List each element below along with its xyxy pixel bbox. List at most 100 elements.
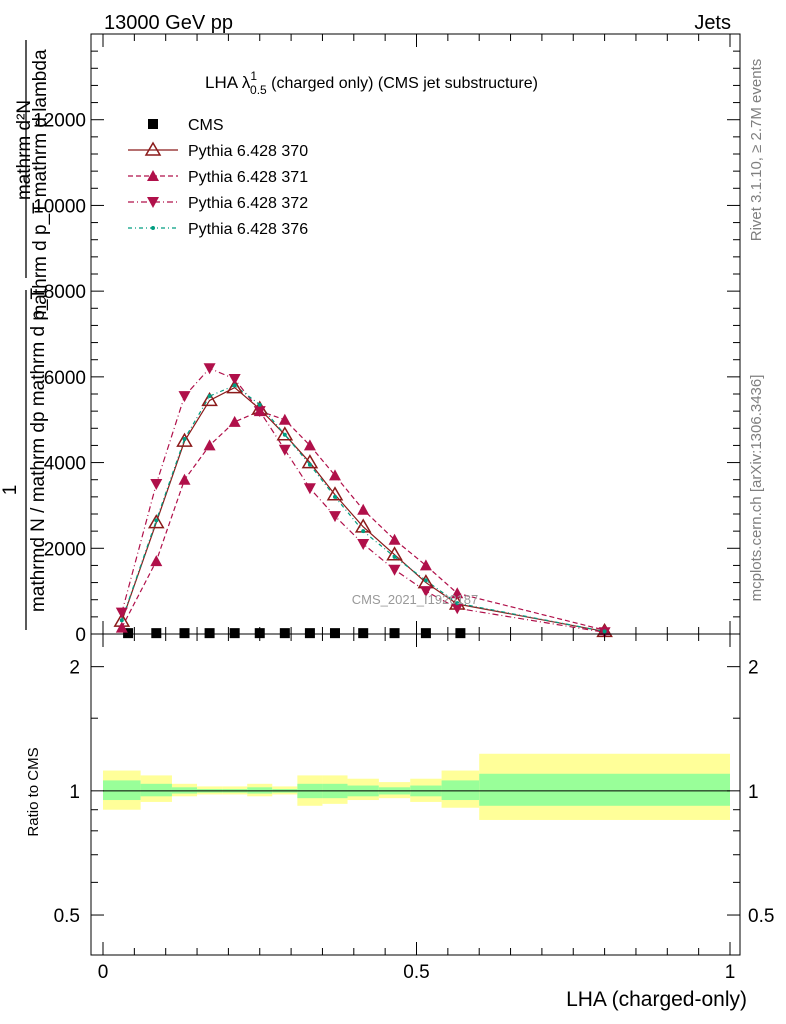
ratio-y-tick-label-right: 2 xyxy=(748,658,759,679)
x-tick-label: 1 xyxy=(725,962,736,983)
point-p376 xyxy=(361,529,366,534)
point-data xyxy=(254,628,265,639)
point-p372 xyxy=(253,406,266,418)
point-p371 xyxy=(419,559,432,571)
ratio-bands xyxy=(103,753,730,820)
legend: CMS Pythia 6.428 370 Pythia 6.428 371 Pythi… xyxy=(128,117,308,238)
point-p370 xyxy=(201,391,218,407)
point-data xyxy=(358,628,369,639)
point-p370 xyxy=(147,514,165,529)
ratio-y-tick-label: 2 xyxy=(69,658,80,679)
point-p371 xyxy=(178,473,191,485)
analysis-watermark: CMS_2021_I1920187 xyxy=(352,592,479,607)
point-p376 xyxy=(423,578,428,583)
point-p372 xyxy=(228,374,241,385)
legend-label: CMS xyxy=(188,117,224,134)
ratio-inner-band xyxy=(441,780,480,801)
plot-title: LHA λ1 0.5 (charged only) (CMS jet substr… xyxy=(205,69,538,97)
ratio-inner-band xyxy=(140,783,172,797)
point-p372 xyxy=(203,363,216,375)
point-p371 xyxy=(278,413,291,425)
point-data xyxy=(279,628,290,639)
point-data xyxy=(204,628,215,639)
point-p376 xyxy=(332,494,337,499)
point-p371 xyxy=(303,439,316,451)
point-data xyxy=(304,628,315,639)
x-tick-label: 0.5 xyxy=(403,962,429,983)
point-p372 xyxy=(303,483,316,495)
legend-marker-p371 xyxy=(147,170,159,181)
point-p371 xyxy=(328,469,341,481)
ratio-inner-band xyxy=(479,773,730,806)
header-jets-label: Jets xyxy=(694,12,731,34)
point-p376 xyxy=(119,618,124,623)
point-p371 xyxy=(388,533,401,545)
point-data xyxy=(179,628,190,639)
point-data xyxy=(329,628,340,639)
y-label-one: 1 xyxy=(0,485,21,496)
point-data xyxy=(123,628,134,639)
ratio-inner-band xyxy=(103,780,141,801)
legend-label: Pythia 6.428 370 xyxy=(188,143,308,160)
series-line-p371 xyxy=(121,410,605,631)
point-p376 xyxy=(257,402,262,407)
point-data xyxy=(389,628,400,639)
point-p371 xyxy=(451,587,464,599)
main-y-tick-label: 8000 xyxy=(44,282,86,303)
point-p376 xyxy=(307,462,312,467)
point-p372 xyxy=(328,511,341,523)
point-p372 xyxy=(178,391,191,403)
ratio-panel-frame xyxy=(90,633,741,956)
legend-marker-p370 xyxy=(144,141,162,156)
point-p372 xyxy=(150,479,163,490)
point-p371 xyxy=(203,439,216,451)
legend-marker-data xyxy=(148,119,158,129)
plot-title-sup: 1 xyxy=(250,69,257,83)
point-p370 xyxy=(176,432,193,447)
point-p371 xyxy=(228,415,241,427)
main-y-tick-label: 12000 xyxy=(33,111,86,132)
point-data xyxy=(229,628,240,639)
point-p376 xyxy=(455,601,460,606)
point-p376 xyxy=(182,437,187,441)
x-tick-label: 0 xyxy=(98,962,109,983)
y-label-numerator-bottom: mathrm d p_T mathrm d lambda xyxy=(30,49,51,320)
ratio-y-tick-label: 1 xyxy=(69,782,80,803)
point-p376 xyxy=(282,432,287,437)
ratio-y-axis-label: Ratio to CMS xyxy=(25,747,42,836)
main-y-axis-label: mathrm d²N mathrm d p_T mathrm d lambda … xyxy=(0,40,51,630)
point-p376 xyxy=(232,383,237,388)
series-line-p370 xyxy=(121,386,605,633)
plot-title-rest: (charged only) (CMS jet substructure) xyxy=(267,75,538,92)
main-axes: 0 2000 4000 6000 8000 10000 12000 xyxy=(33,34,740,646)
legend-label: Pythia 6.428 371 xyxy=(188,169,308,186)
series-line-p376 xyxy=(121,384,605,633)
point-p372 xyxy=(115,607,128,619)
point-data xyxy=(455,628,466,639)
main-y-tick-label: 6000 xyxy=(44,368,86,389)
point-p372 xyxy=(451,603,464,615)
point-p372 xyxy=(278,444,291,456)
point-p372 xyxy=(388,564,401,576)
header-energy-label: 13000 GeV pp xyxy=(104,12,233,34)
point-data xyxy=(420,628,431,639)
legend-marker-p372 xyxy=(147,197,159,208)
point-p376 xyxy=(602,629,607,634)
y-label-numerator-top: mathrm d²N xyxy=(14,100,35,200)
point-p376 xyxy=(392,554,397,559)
x-axis-label: LHA (charged-only) xyxy=(566,988,747,1011)
point-p376 xyxy=(207,394,212,399)
ratio-y-tick-label: 0.5 xyxy=(54,906,80,927)
mcplots-note: mcplots.cern.ch [arXiv:1306.3436] xyxy=(748,375,765,602)
ratio-y-tick-label-right: 1 xyxy=(748,782,759,803)
point-p371 xyxy=(357,503,370,515)
plot-title-sub: 0.5 xyxy=(250,83,267,97)
y-label-denominator: mathrmd N / mathrm dp mathrm d p_T xyxy=(28,288,49,613)
point-p370 xyxy=(276,426,294,441)
legend-label: Pythia 6.428 376 xyxy=(188,221,308,238)
rivet-version-note: Rivet 3.1.10, ≥ 2.7M events xyxy=(748,59,765,242)
main-y-tick-label: 10000 xyxy=(33,196,86,217)
main-panel: 0 2000 4000 6000 8000 10000 12000 xyxy=(33,33,741,646)
point-p376 xyxy=(154,518,159,523)
point-p370 xyxy=(326,486,344,501)
